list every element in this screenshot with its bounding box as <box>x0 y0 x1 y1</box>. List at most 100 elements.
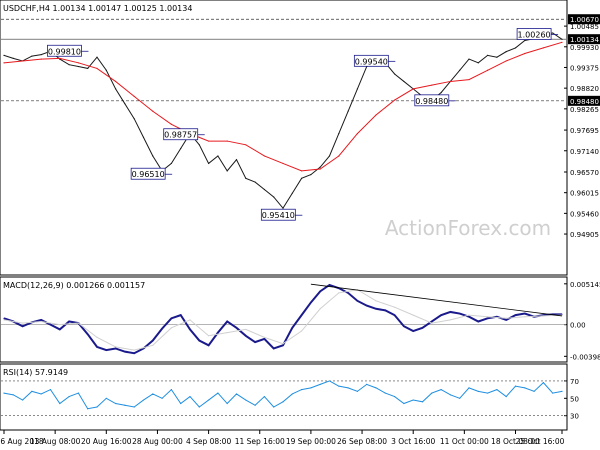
series-point <box>282 207 284 209</box>
series-point <box>328 284 331 286</box>
series-point <box>235 327 238 329</box>
series-point <box>301 314 303 316</box>
x-tick-label: 11 Oct 00:00 <box>440 437 489 446</box>
series-point <box>226 320 228 323</box>
series-point <box>477 390 479 392</box>
series-point <box>552 392 554 394</box>
series-point <box>3 317 5 319</box>
series-point <box>40 54 42 56</box>
series-point <box>514 385 517 387</box>
y-tick-label: 0.98265 <box>570 106 599 114</box>
series-point <box>133 352 135 354</box>
series-point <box>282 344 284 346</box>
price-label-text: 0.95410 <box>262 211 295 220</box>
x-tick-label: 6 Aug 2018 <box>0 437 43 446</box>
series-point <box>487 54 489 56</box>
series-point <box>87 408 89 410</box>
series-point <box>124 103 126 105</box>
price-label-box <box>260 208 296 221</box>
series-point <box>347 110 349 112</box>
series-point <box>468 387 470 389</box>
series-point <box>496 56 498 58</box>
series-point <box>96 346 98 348</box>
series-point <box>226 170 228 172</box>
price-label-text: 0.98757 <box>164 131 197 140</box>
series-point <box>431 392 433 394</box>
series-point <box>561 38 563 40</box>
series-point <box>133 406 135 408</box>
series-point <box>12 57 14 59</box>
series-point <box>561 390 563 392</box>
series-point <box>505 317 507 319</box>
series-point <box>87 67 89 70</box>
series-point <box>412 88 414 90</box>
x-tick-label: 25 Oct 16:00 <box>516 437 565 446</box>
price-label-text: 0.96510 <box>132 170 165 179</box>
series-point <box>356 300 358 302</box>
series-point <box>170 317 172 319</box>
price-labels: 0.99810 0.96510 0.98757 0.95410 0.99540 0.984… <box>47 28 559 221</box>
price-level-badge <box>568 14 600 25</box>
series-point <box>291 192 293 194</box>
series-point <box>68 395 70 398</box>
series-point <box>328 380 331 382</box>
series-point <box>189 328 191 331</box>
series-point <box>87 333 89 335</box>
series-point <box>226 402 228 405</box>
series-point <box>68 64 70 66</box>
series-point <box>505 395 507 398</box>
series-point <box>412 330 414 332</box>
series-point <box>198 144 200 146</box>
series-point <box>431 320 433 323</box>
series-point <box>115 346 117 348</box>
price-label-box <box>130 167 166 180</box>
series-point <box>22 399 24 401</box>
series-point <box>254 181 256 183</box>
series-point <box>115 347 117 350</box>
series-point <box>198 339 200 342</box>
series-point <box>282 162 284 165</box>
series-point <box>291 393 293 395</box>
series-point <box>245 328 247 331</box>
series-point <box>301 330 303 332</box>
series-point <box>524 316 526 318</box>
series-point <box>524 52 526 55</box>
series-point <box>77 65 79 68</box>
price-panel-title: USDCHF,H4 1.00134 1.00147 1.00125 1.0013… <box>3 4 192 13</box>
series-point <box>384 309 386 311</box>
series-point <box>496 389 498 391</box>
series-point <box>263 336 265 338</box>
series-point <box>394 395 396 398</box>
series-point <box>180 147 182 150</box>
macd-panel: MACD(12,26,9) 0.001266 0.001157 0.005145… <box>0 276 600 363</box>
series-point <box>96 406 98 408</box>
series-point <box>115 80 117 83</box>
y-tick-label: 0.99375 <box>570 64 599 72</box>
series-point <box>477 62 479 64</box>
x-tick-label: 13 Aug 08:00 <box>30 437 81 446</box>
y-tick-label: 0.96015 <box>570 190 599 198</box>
rsi-series <box>1 380 566 417</box>
price-level-label: 0.98480 <box>570 98 599 106</box>
series-point <box>375 300 377 302</box>
price-level-label: 1.00670 <box>570 16 599 24</box>
y-tick-label: 0.00 <box>570 322 586 330</box>
series-point <box>40 58 42 60</box>
series-point <box>282 343 284 345</box>
price-label-text: 0.99540 <box>355 57 388 66</box>
series-point <box>421 327 424 329</box>
series-point <box>124 404 126 406</box>
series-point <box>152 393 154 395</box>
series-point <box>412 399 414 401</box>
series-point <box>319 383 321 385</box>
series-point <box>3 319 5 321</box>
series-point <box>254 404 256 406</box>
series-point <box>449 319 451 321</box>
y-tick-label: 0.95460 <box>570 210 599 218</box>
macd-y-ticks: 0.005145 0.00 -0.003989 <box>564 281 600 361</box>
y-tick-label: 1.00485 <box>570 23 599 31</box>
series-point <box>208 335 210 337</box>
series-point <box>542 382 545 384</box>
series-point <box>105 349 107 351</box>
series-point <box>263 188 265 191</box>
